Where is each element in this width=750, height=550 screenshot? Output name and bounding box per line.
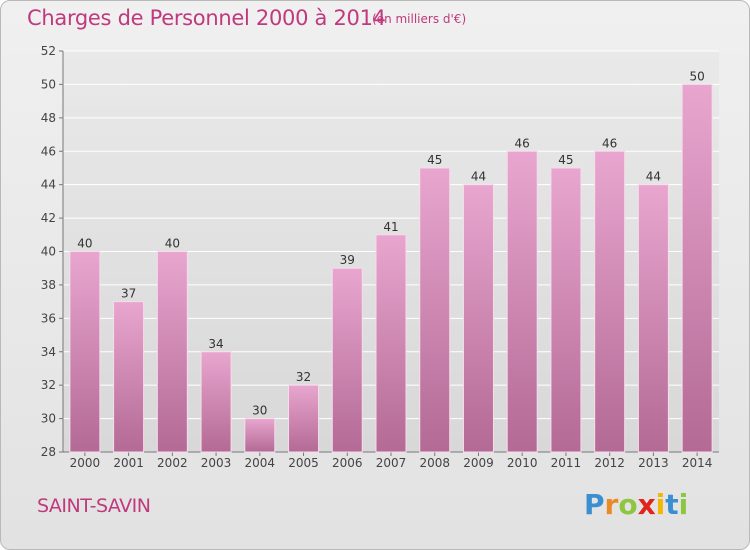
x-tick-label-2013: 2013 xyxy=(638,456,669,470)
bar-2012 xyxy=(594,150,626,453)
bar-2009 xyxy=(462,184,494,453)
y-tick-label: 28 xyxy=(41,445,56,459)
value-label-2012: 46 xyxy=(602,136,617,150)
bar-2006 xyxy=(331,267,363,453)
x-tick-label-2009: 2009 xyxy=(463,456,494,470)
value-label-2013: 44 xyxy=(646,170,661,184)
x-tick-label-2004: 2004 xyxy=(245,456,276,470)
bar-2000 xyxy=(69,251,101,453)
x-tick-label-2007: 2007 xyxy=(376,456,407,470)
y-tick-label: 52 xyxy=(41,44,56,58)
bar-2003 xyxy=(200,351,232,453)
bar-2005 xyxy=(288,384,320,453)
y-tick-label: 32 xyxy=(41,378,56,392)
chart-title: Charges de Personnel 2000 à 2014 xyxy=(27,6,386,30)
value-label-2001: 37 xyxy=(121,287,136,301)
bar-2001 xyxy=(113,301,145,453)
value-label-2004: 30 xyxy=(252,404,267,418)
logo-letter: i xyxy=(678,488,689,521)
y-tick-label: 44 xyxy=(41,178,56,192)
logo-letter: r xyxy=(604,488,619,521)
value-label-2005: 32 xyxy=(296,370,311,384)
y-tick-label: 42 xyxy=(41,211,56,225)
value-label-2008: 45 xyxy=(427,153,442,167)
bar-2004 xyxy=(244,418,276,453)
commune-name: SAINT-SAVIN xyxy=(37,495,151,517)
logo-letter: x xyxy=(637,488,656,521)
x-tick-label-2001: 2001 xyxy=(113,456,144,470)
proxiti-logo: Proxiti xyxy=(584,488,688,521)
bar-2011 xyxy=(550,167,582,453)
value-label-2000: 40 xyxy=(77,237,92,251)
x-tick-label-2012: 2012 xyxy=(594,456,625,470)
x-tick-label-2010: 2010 xyxy=(507,456,538,470)
chart-subtitle: (en milliers d'€) xyxy=(372,12,467,26)
y-tick-label: 30 xyxy=(41,412,56,426)
bar-2010 xyxy=(506,150,538,453)
x-tick-label-2005: 2005 xyxy=(288,456,319,470)
y-tick-label: 46 xyxy=(41,144,56,158)
bar-2007 xyxy=(375,234,407,453)
logo-letter: i xyxy=(655,488,666,521)
y-tick-label: 50 xyxy=(41,77,56,91)
x-tick-label-2008: 2008 xyxy=(419,456,450,470)
x-tick-label-2006: 2006 xyxy=(332,456,363,470)
logo-letter: o xyxy=(618,488,638,521)
value-label-2007: 41 xyxy=(383,220,398,234)
data-labels: 40 37 40 34 30 32 39 41 45 44 46 45 46 44 50 xyxy=(77,69,705,417)
bar-2008 xyxy=(419,167,451,453)
x-tick-label-2000: 2000 xyxy=(70,456,101,470)
value-label-2010: 46 xyxy=(515,136,530,150)
y-tick-label: 40 xyxy=(41,245,56,259)
value-label-2009: 44 xyxy=(471,170,486,184)
y-tick-label: 38 xyxy=(41,278,56,292)
y-tick-label: 48 xyxy=(41,111,56,125)
axes: 28 30 32 34 36 38 40 42 44 46 48 50 52 2000 2001 2002 20… xyxy=(41,44,719,470)
x-tick-label-2011: 2011 xyxy=(551,456,582,470)
value-label-2006: 39 xyxy=(340,253,355,267)
value-label-2011: 45 xyxy=(558,153,573,167)
y-tick-label: 34 xyxy=(41,345,56,359)
value-label-2014: 50 xyxy=(689,69,704,83)
bar-2002 xyxy=(156,251,188,453)
y-tick-label: 36 xyxy=(41,311,56,325)
x-tick-label-2003: 2003 xyxy=(201,456,232,470)
bars xyxy=(69,83,713,453)
logo-letter: t xyxy=(665,488,679,521)
bar-2013 xyxy=(637,184,669,453)
bar-2014 xyxy=(681,83,713,453)
x-tick-label-2014: 2014 xyxy=(682,456,713,470)
x-tick-label-2002: 2002 xyxy=(157,456,188,470)
value-label-2003: 34 xyxy=(208,337,223,351)
logo-letter: P xyxy=(584,488,605,521)
value-label-2002: 40 xyxy=(165,237,180,251)
